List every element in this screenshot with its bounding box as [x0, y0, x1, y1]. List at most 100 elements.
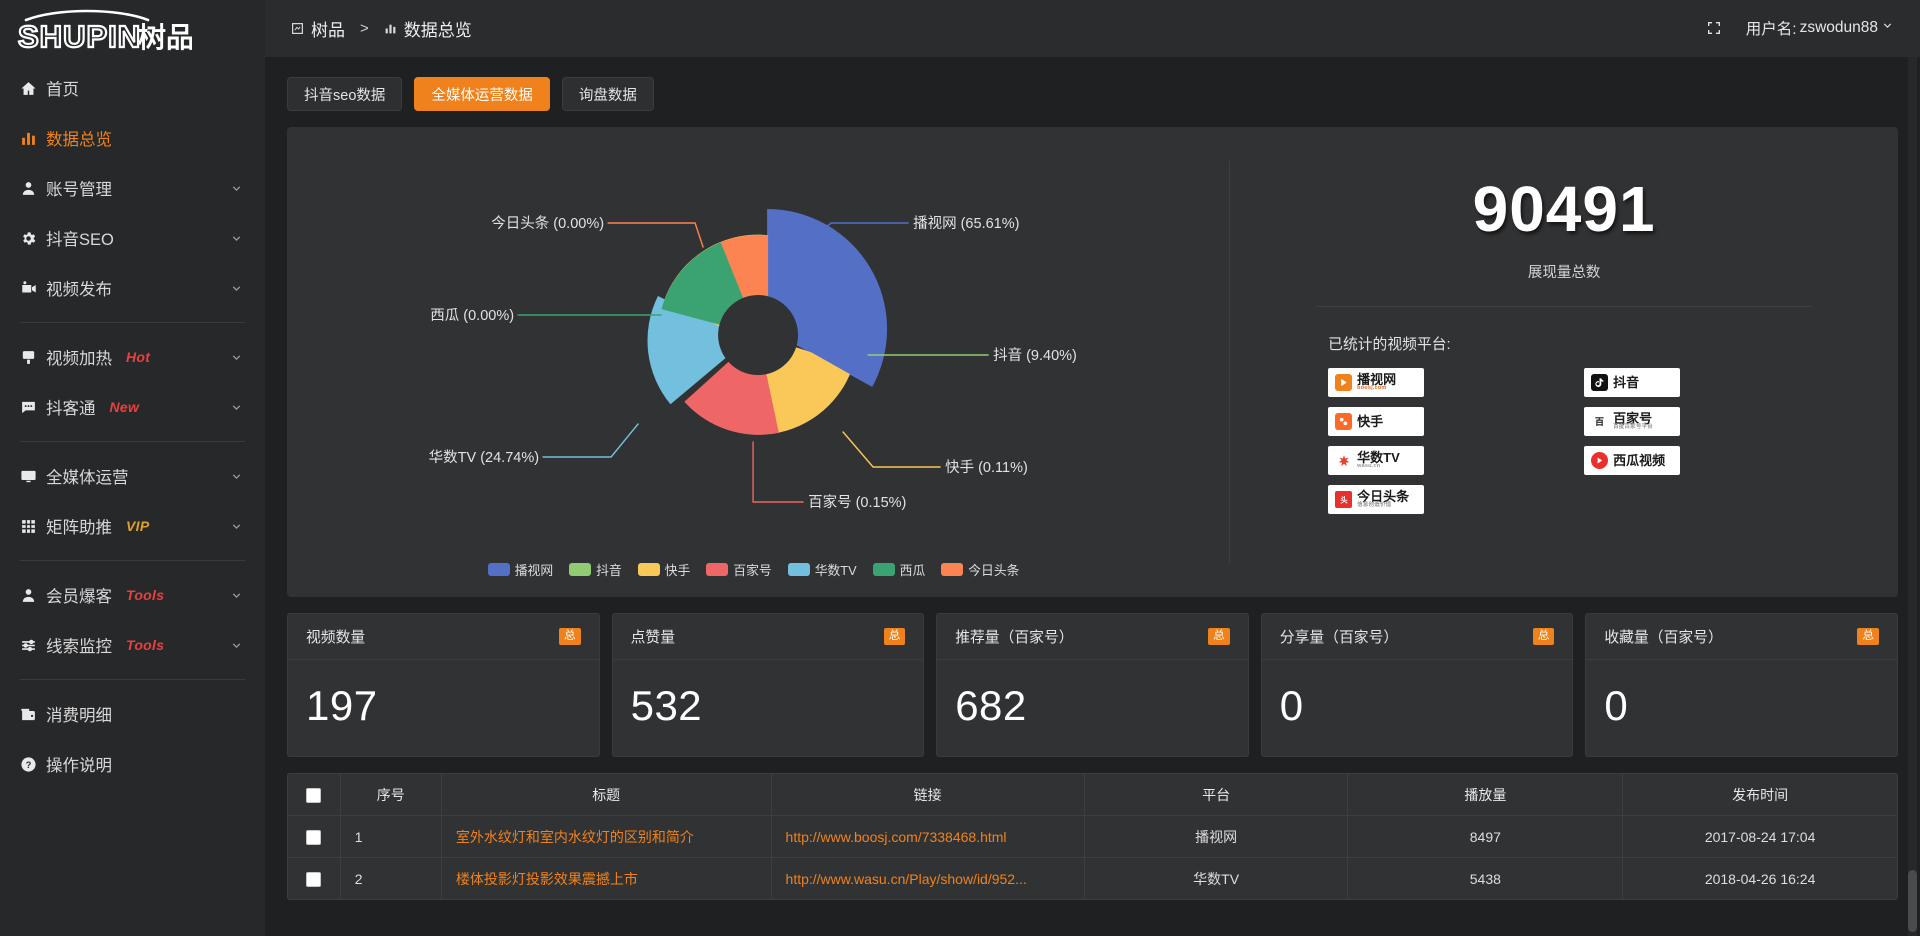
stat-card-row: 视频数量 总 197 点赞量 总 532 推荐量（百家号） 总: [287, 613, 1898, 757]
sidebar-item-omnimedia-ops[interactable]: 全媒体运营: [0, 451, 265, 501]
kuaishou-logo-icon: [1335, 413, 1353, 430]
brand-logo[interactable]: SHUPIN 树品: [0, 0, 265, 57]
table-row[interactable]: 2 楼体投影灯投影效果震撼上市 http://www.wasu.cn/Play/…: [287, 857, 1898, 900]
breadcrumb-root-label: 树品: [311, 20, 345, 40]
row-publish-time: 2017-08-24 17:04: [1622, 815, 1898, 858]
bar-chart-icon: [384, 22, 397, 35]
sidebar-item-label: 数据总览: [46, 131, 112, 149]
page-scrollbar-track[interactable]: [1908, 57, 1917, 936]
sidebar-item-label: 抖客通: [46, 400, 96, 418]
sidebar-item-matrix-boost[interactable]: 矩阵助推 VIP: [0, 501, 265, 551]
rocket-icon: [20, 349, 46, 366]
sidebar-item-label: 操作说明: [46, 757, 112, 775]
platform-chip-sub: 信息创造价值: [1357, 502, 1392, 509]
tab-inquiry-data[interactable]: 询盘数据: [561, 77, 654, 111]
user-menu[interactable]: 用户名: zswodun88: [1746, 17, 1894, 39]
platform-chip-kuaishou[interactable]: 快手: [1328, 407, 1425, 436]
chevron-down-icon: [230, 470, 243, 483]
sidebar-item-consumption-detail[interactable]: 消费明细: [0, 689, 265, 739]
stat-card-header: 分享量（百家号） 总: [1261, 614, 1573, 660]
breadcrumb-separator: >: [360, 19, 369, 37]
user-prefix-label: 用户名:: [1745, 21, 1797, 38]
sidebar-item-douyin-seo[interactable]: 抖音SEO: [0, 213, 265, 263]
sidebar-item-douketong[interactable]: 抖客通 New: [0, 382, 265, 432]
chevron-down-icon: [230, 182, 243, 195]
legend-item-douyin[interactable]: 抖音: [569, 560, 622, 579]
row-title-link[interactable]: 楼体投影灯投影效果震撼上市: [440, 857, 772, 900]
svg-text:百: 百: [1595, 417, 1604, 427]
douyin-logo-icon: [1591, 374, 1609, 391]
legend-item-xigua[interactable]: 西瓜: [872, 560, 925, 579]
sidebar-item-instructions[interactable]: ? 操作说明: [0, 739, 265, 789]
topbar-right: 用户名: zswodun88: [1706, 17, 1894, 39]
table-row[interactable]: 1 室外水纹灯和室内水纹灯的区别和简介 http://www.boosj.com…: [287, 815, 1898, 858]
user-name-label: zswodun88: [1799, 19, 1878, 36]
overview-vertical-divider: [1229, 161, 1231, 563]
chart-leader-lines: [517, 222, 989, 503]
sidebar-nav: 首页 数据总览 账号管理 抖音: [0, 57, 265, 789]
platform-chip-douyin[interactable]: 抖音: [1584, 368, 1681, 397]
platform-chip-wasu[interactable]: 华数TV wasu.cn: [1328, 446, 1425, 475]
table-header-plays: 播放量: [1347, 773, 1624, 816]
toutiao-logo-icon: 头: [1335, 491, 1353, 508]
sidebar-item-label: 抖音SEO: [46, 231, 114, 249]
sidebar-divider-1: [20, 322, 245, 323]
breadcrumb-root[interactable]: 树品: [291, 16, 345, 41]
sidebar-item-lead-monitor[interactable]: 线索监控 Tools: [0, 620, 265, 670]
platform-chip-xigua[interactable]: 西瓜视频: [1584, 446, 1681, 475]
app-square-icon: [291, 22, 304, 35]
donut-chart-svg[interactable]: 播视网 (65.61%) 抖音 (9.40%) 快手 (0.11%) 百家号 (…: [287, 127, 1229, 539]
legend-item-toutiao[interactable]: 今日头条: [941, 560, 1019, 579]
legend-item-kuaishou[interactable]: 快手: [637, 560, 690, 579]
overview-panel: 播视网 (65.61%) 抖音 (9.40%) 快手 (0.11%) 百家号 (…: [287, 127, 1898, 597]
fullscreen-icon[interactable]: [1706, 20, 1722, 36]
stat-card-recommend: 推荐量（百家号） 总 682: [936, 613, 1249, 757]
row-index: 1: [339, 815, 442, 858]
chevron-down-icon: [230, 639, 243, 652]
row-title-link[interactable]: 室外水纹灯和室内水纹灯的区别和简介: [440, 815, 772, 858]
tab-omnimedia-ops-data[interactable]: 全媒体运营数据: [414, 77, 550, 111]
platform-chip-label: 播视网: [1357, 371, 1397, 387]
row-platform: 华数TV: [1083, 857, 1349, 900]
row-checkbox[interactable]: [306, 829, 322, 845]
sidebar-tag-hot: Hot: [126, 349, 151, 365]
stat-card-favorite: 收藏量（百家号） 总 0: [1585, 613, 1898, 757]
legend-item-baijiahao[interactable]: 百家号: [706, 560, 772, 579]
sidebar-item-video-publish[interactable]: 视频发布: [0, 263, 265, 313]
select-all-checkbox[interactable]: [306, 787, 322, 803]
stat-card-value: 682: [955, 682, 1027, 729]
table-header-row: 序号 标题 链接 平台 播放量 发布时间: [287, 773, 1898, 816]
chart-label-douyin: 抖音 (9.40%): [993, 347, 1077, 364]
svg-text:SHUPIN: SHUPIN: [18, 19, 141, 51]
row-platform: 播视网: [1083, 815, 1349, 858]
sidebar-item-video-boost[interactable]: 视频加热 Hot: [0, 332, 265, 382]
page-scrollbar-thumb[interactable]: [1908, 870, 1917, 932]
platform-chip-boshi[interactable]: 播视网 boosj.com: [1328, 368, 1425, 397]
sidebar-item-label: 矩阵助推: [46, 519, 112, 537]
stat-card-header: 收藏量（百家号） 总: [1586, 614, 1897, 660]
legend-item-boshi[interactable]: 播视网: [487, 560, 554, 579]
row-url-link[interactable]: http://www.wasu.cn/Play/show/id/952...: [770, 857, 1085, 900]
legend-item-wasu[interactable]: 华数TV: [787, 560, 857, 579]
tab-douyin-seo-data[interactable]: 抖音seo数据: [287, 77, 403, 111]
breadcrumb-current[interactable]: 数据总览: [384, 16, 472, 41]
svg-text:头: 头: [1340, 495, 1348, 504]
row-url-link[interactable]: http://www.boosj.com/7338468.html: [770, 815, 1085, 858]
platform-chip-sub: boosj.com: [1357, 385, 1387, 392]
sidebar-item-label: 视频加热: [46, 350, 112, 368]
platform-chip-baijiahao[interactable]: 百 百家号 百度百家号平台: [1584, 407, 1681, 436]
data-table: 序号 标题 链接 平台 播放量 发布时间 1 室外水纹灯和室内水纹灯的区别和简: [287, 773, 1898, 900]
sidebar-item-member-boost[interactable]: 会员爆客 Tools: [0, 570, 265, 620]
row-checkbox[interactable]: [306, 871, 322, 887]
baijiahao-logo-icon: 百: [1591, 413, 1609, 430]
sidebar-item-account-manage[interactable]: 账号管理: [0, 163, 265, 213]
platform-chip-toutiao[interactable]: 头 今日头条 信息创造价值: [1328, 485, 1425, 514]
stat-card-badge: 总: [559, 627, 581, 646]
impression-total-value: 90491: [1472, 173, 1656, 245]
stat-card-value: 0: [1279, 682, 1304, 729]
platforms-title: 已统计的视频平台:: [1328, 337, 1451, 353]
sidebar-item-home[interactable]: 首页: [0, 63, 265, 113]
sidebar-item-data-overview[interactable]: 数据总览: [0, 113, 265, 163]
table-header-select-all: [287, 773, 341, 816]
legend-label: 播视网: [514, 563, 554, 578]
